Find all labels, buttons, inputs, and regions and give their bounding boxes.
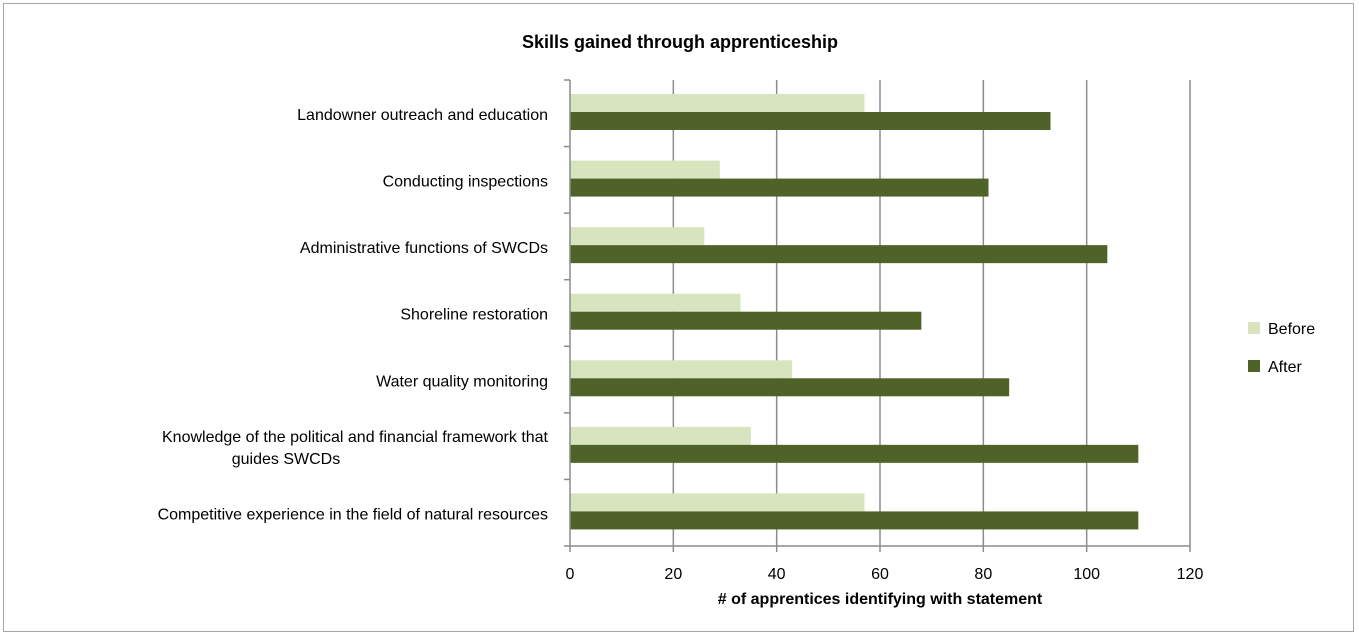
x-axis-title: # of apprentices identifying with statem… xyxy=(718,591,1043,608)
x-tick-label: 40 xyxy=(768,566,786,583)
category-label: Water quality monitoring xyxy=(376,373,548,390)
tick-labels: 0 20 40 60 80 100 120 xyxy=(566,566,1204,583)
bar-before-1 xyxy=(570,160,720,179)
bars xyxy=(570,94,1139,530)
bar-after-6 xyxy=(570,511,1139,530)
bar-after-0 xyxy=(570,112,1051,130)
category-label: Knowledge of the political and financial… xyxy=(162,429,549,468)
x-tick-label: 0 xyxy=(566,566,575,583)
category-labels: Landowner outreach and education Conducti… xyxy=(158,107,549,523)
bar-before-4 xyxy=(570,360,793,379)
bar-after-2 xyxy=(570,245,1108,264)
bar-before-6 xyxy=(570,493,865,512)
bar-after-5 xyxy=(570,444,1139,463)
legend: Before After xyxy=(1248,321,1315,376)
category-label: Shoreline restoration xyxy=(400,307,548,324)
x-tick-label: 20 xyxy=(664,566,682,583)
bar-before-3 xyxy=(570,293,741,312)
x-tick-label: 80 xyxy=(974,566,992,583)
x-tick-label: 100 xyxy=(1073,566,1100,583)
category-label: Conducting inspections xyxy=(383,174,548,191)
gridlines xyxy=(672,80,1191,546)
category-label: Landowner outreach and education xyxy=(297,107,548,124)
bar-before-5 xyxy=(570,426,751,445)
bar-before-2 xyxy=(570,227,705,246)
bar-after-4 xyxy=(570,378,1010,397)
bar-before-0 xyxy=(570,94,865,112)
chart-title: Skills gained through apprenticeship xyxy=(522,32,838,52)
legend-swatch-after xyxy=(1248,360,1260,372)
legend-swatch-before xyxy=(1248,322,1260,334)
bar-after-1 xyxy=(570,178,989,197)
bar-after-3 xyxy=(570,311,922,330)
legend-label-after: After xyxy=(1268,359,1302,376)
category-label: Administrative functions of SWCDs xyxy=(300,240,548,257)
category-label: Competitive experience in the field of n… xyxy=(158,506,548,523)
x-tick-label: 120 xyxy=(1177,566,1204,583)
x-tick-label: 60 xyxy=(871,566,889,583)
axes xyxy=(564,79,1191,552)
legend-label-before: Before xyxy=(1268,321,1315,338)
